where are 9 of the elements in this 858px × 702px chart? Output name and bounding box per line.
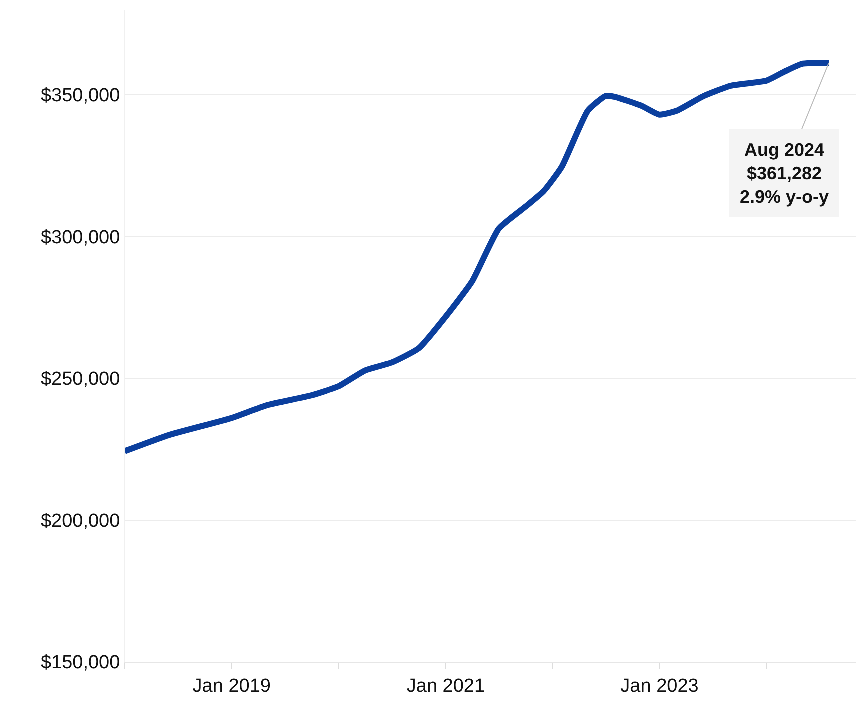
y-tick-label: $350,000 bbox=[40, 86, 120, 107]
y-tick-label: $300,000 bbox=[40, 227, 120, 248]
y-tick-label: $150,000 bbox=[40, 652, 120, 674]
x-tick-label: Jan 2019 bbox=[192, 676, 271, 697]
x-tick-label: Jan 2021 bbox=[406, 676, 486, 697]
y-tick-label: $200,000 bbox=[40, 510, 120, 532]
y-tick-label: $250,000 bbox=[40, 369, 120, 390]
annotation: Aug 2024 $361,282 2.9% y-o-y bbox=[740, 140, 830, 207]
x-tick-label: Jan 2023 bbox=[620, 676, 699, 697]
